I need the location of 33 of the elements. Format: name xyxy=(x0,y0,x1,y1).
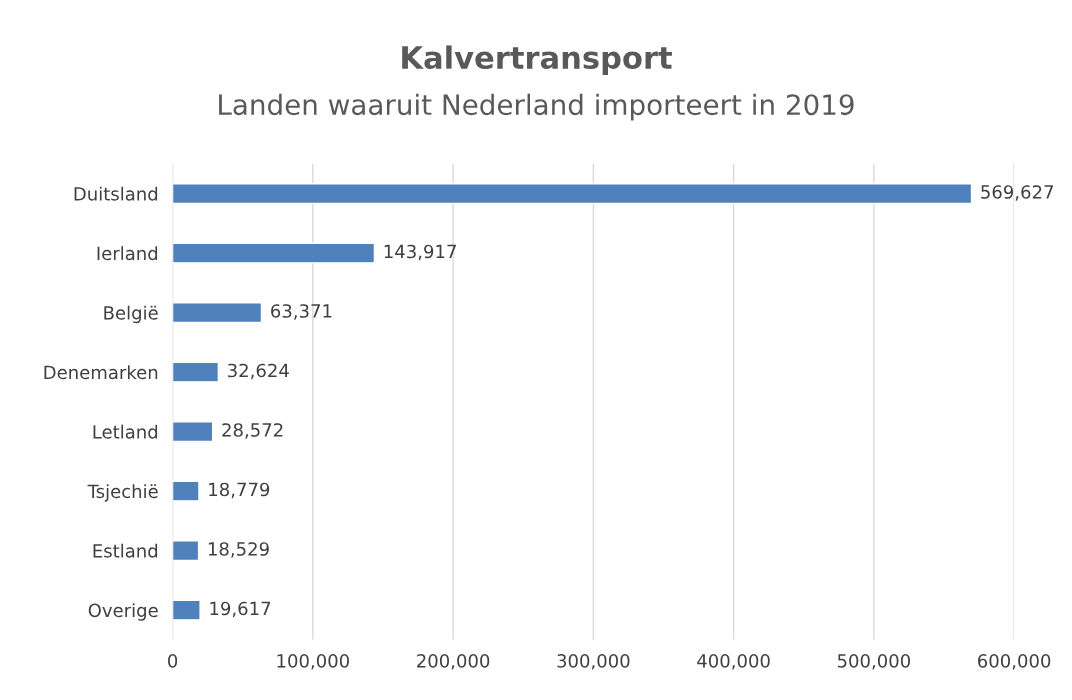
bar xyxy=(172,242,376,264)
chart-subtitle: Landen waaruit Nederland importeert in 2019 xyxy=(219,93,854,121)
x-tick-label: 100,000 xyxy=(277,654,349,670)
x-tick-label: 0 xyxy=(168,654,178,668)
bar xyxy=(172,480,200,502)
y-tick-label: Denemarken xyxy=(44,365,158,380)
y-tick-label: België xyxy=(104,305,158,324)
bar xyxy=(172,361,220,383)
chart-title: Kalvertransport xyxy=(402,45,672,75)
data-label: 63,371 xyxy=(271,304,332,320)
y-tick-label: Duitsland xyxy=(74,186,158,201)
data-label: 18,779 xyxy=(209,482,270,499)
y-tick-label: Tsjechië xyxy=(87,484,158,502)
x-tick-label: 300,000 xyxy=(557,654,630,670)
y-tick-label: Overige xyxy=(88,603,158,621)
data-label: 28,572 xyxy=(222,423,283,439)
bar xyxy=(172,421,214,443)
x-tick-label: 200,000 xyxy=(417,654,490,670)
bar xyxy=(172,183,973,205)
y-tick-label: Ierland xyxy=(97,246,158,261)
bar xyxy=(172,302,263,324)
data-label: 143,917 xyxy=(384,244,456,261)
data-label: 19,617 xyxy=(210,601,271,618)
bar xyxy=(172,599,201,621)
bar xyxy=(172,540,200,562)
x-tick-label: 500,000 xyxy=(837,654,910,670)
data-label: 32,624 xyxy=(228,363,289,380)
data-label: 18,529 xyxy=(208,542,269,558)
x-tick-label: 600,000 xyxy=(978,654,1051,670)
x-tick-label: 400,000 xyxy=(697,654,770,670)
y-tick-label: Estland xyxy=(93,543,158,558)
y-tick-label: Letland xyxy=(93,424,158,439)
data-label: 569,627 xyxy=(981,185,1053,201)
